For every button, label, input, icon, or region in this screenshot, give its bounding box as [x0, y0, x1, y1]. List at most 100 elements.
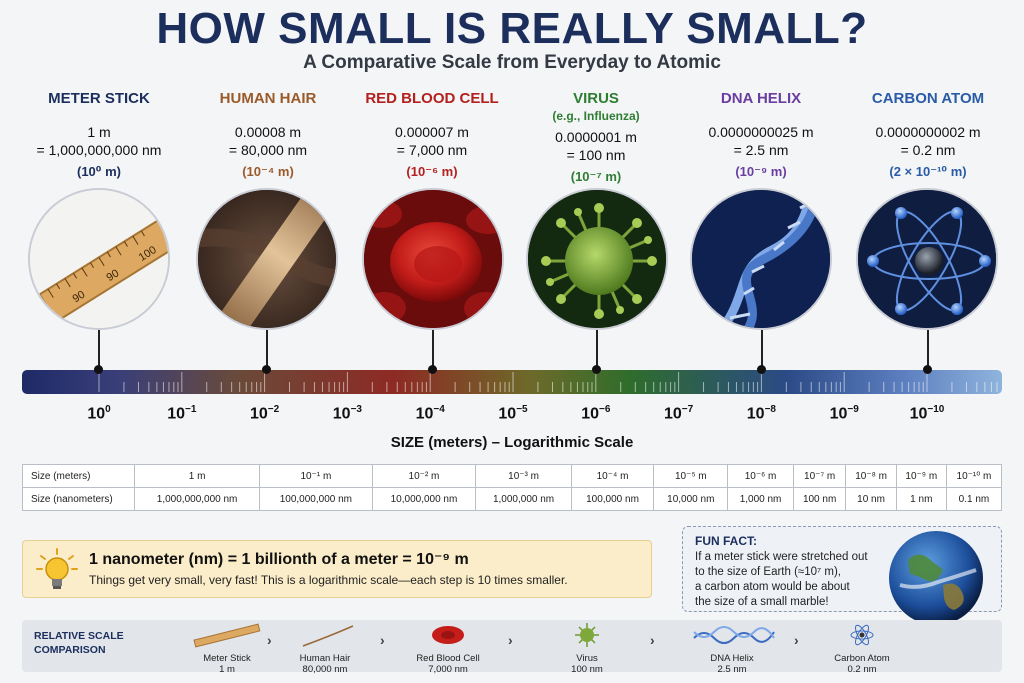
fun-fact-text: If a meter stick were stretched out to t… [695, 550, 895, 610]
tick-base: 10 [249, 405, 268, 423]
comparison-item-name: Red Blood Cell [416, 653, 480, 664]
lightbulb-icon [36, 548, 78, 589]
tick-base: 10 [581, 405, 599, 423]
subject-name: HUMAN HAIR [219, 90, 317, 107]
table-row-header: Size (nanometers) [22, 487, 135, 511]
table-cell: 10⁻¹ m [259, 464, 373, 488]
subject-carbon-atom: CARBON ATOM 0.0000000002 m = 0.2 nm (2 × 10… [846, 90, 1010, 180]
subject-size-nanometers: = 2.5 nm [733, 142, 789, 158]
tick-exponent: −6 [598, 404, 611, 415]
red-blood-cell-marker [428, 365, 437, 374]
tick-base: 10 [829, 405, 848, 423]
fun-fact-line: If a meter stick were stretched out [695, 551, 868, 563]
comparison-title-line: RELATIVE SCALE [34, 630, 124, 642]
tick-base: 10 [909, 405, 928, 423]
meter-stick-image: 90 90 100 [28, 188, 170, 330]
tick-exponent: 0 [105, 404, 111, 415]
table-cell: 100 nm [792, 487, 847, 511]
red-blood-cell-image [362, 188, 504, 330]
comparison-item-name: Carbon Atom [834, 653, 890, 664]
subject-size-nanometers: = 100 nm [566, 147, 626, 163]
human-hair-connector [266, 330, 268, 368]
subject-size-meters: 0.00008 m [234, 124, 302, 140]
red-blood-cell-connector [432, 330, 434, 368]
virus-image [526, 188, 668, 330]
comparison-title-line: COMPARISON [34, 644, 106, 656]
scale-tick-label: 10−8 [731, 404, 791, 423]
subject-size-meters: 0.0000000002 m [875, 124, 981, 140]
carbon-atom-image [856, 188, 998, 330]
table-cell: 1,000,000,000 nm [133, 487, 261, 511]
table-cell: 10,000 nm [653, 487, 729, 511]
info-sub-text: Things get very small, very fast! This i… [89, 573, 568, 587]
info-main-text: 1 nanometer (nm) = 1 billionth of a mete… [89, 551, 469, 568]
tick-exponent: −3 [350, 404, 362, 415]
comparison-item-value: 7,000 nm [428, 664, 468, 675]
nanometer-info-box: 1 nanometer (nm) = 1 billionth of a mete… [22, 540, 652, 598]
tick-exponent: −8 [764, 404, 776, 415]
table-cell: 10⁻² m [371, 464, 477, 488]
meter-stick-connector [98, 330, 100, 368]
svg-text:90: 90 [71, 289, 88, 306]
comparison-item-virus: Virus 100 nm [537, 622, 637, 675]
tick-exponent: −5 [516, 404, 528, 415]
comparison-item-meter-stick: Meter Stick 1 m [177, 622, 277, 675]
table-cell: 1,000,000 nm [475, 487, 572, 511]
comparison-item-name: Virus [576, 653, 598, 664]
scale-tick-label: 10−5 [483, 404, 543, 423]
tick-exponent: −4 [433, 404, 445, 415]
tick-base: 10 [87, 405, 106, 423]
comparison-item-carbon-atom: Carbon Atom 0.2 nm [812, 622, 912, 675]
tick-exponent: −9 [847, 404, 859, 415]
page-subtitle: A Comparative Scale from Everyday to Ato… [303, 52, 721, 73]
carbon-atom-connector [927, 330, 929, 368]
relative-scale-comparison: RELATIVE SCALE COMPARISON Meter Stick 1 … [22, 620, 1002, 675]
subject-meter-stick: METER STICK 1 m = 1,000,000,000 nm (10⁰ m) [17, 90, 181, 180]
table-cell: 10⁻⁴ m [570, 464, 655, 488]
subject-exponent: (2 × 10⁻¹⁰ m) [889, 164, 967, 179]
comparison-item-value: 1 m [219, 664, 235, 675]
subject-note: (e.g., Influenza) [552, 109, 640, 123]
tick-base: 10 [746, 405, 765, 423]
table-cell: 10⁻⁸ m [845, 464, 897, 488]
table-cell: 100,000,000 nm [259, 487, 373, 511]
chevron-right-icon: › [508, 632, 513, 648]
comparison-item-name: Meter Stick [203, 653, 251, 664]
subject-exponent: (10⁻⁹ m) [735, 164, 787, 179]
virus-connector [596, 330, 598, 368]
scale-tick-label: 10−3 [317, 404, 377, 423]
subject-virus: VIRUS (e.g., Influenza) 0.0000001 m = 100 n… [514, 90, 678, 185]
dna-helix-icon [693, 626, 775, 644]
table-cell: 100,000 nm [570, 487, 655, 511]
subject-exponent: (10⁰ m) [77, 164, 121, 179]
earth-image [888, 530, 984, 626]
meter-stick-marker [94, 365, 103, 374]
tick-base: 10 [498, 405, 517, 423]
comparison-item-value: 80,000 nm [302, 664, 348, 675]
subject-exponent: (10⁻⁷ m) [570, 169, 622, 184]
dna-helix-image [690, 188, 832, 330]
scale-tick-label: 10−6 [566, 404, 626, 423]
tick-exponent: −1 [184, 404, 197, 415]
subject-size-meters: 0.000007 m [395, 124, 469, 140]
subject-exponent: (10⁻⁶ m) [406, 164, 458, 179]
meter-stick-icon [193, 623, 261, 648]
virus-marker [592, 365, 601, 374]
scale-tick-label: 100 [69, 404, 129, 423]
table-cell: 0.1 nm [945, 487, 1003, 511]
table-cell: 10⁻³ m [475, 464, 572, 488]
comparison-item-name: DNA Helix [710, 653, 754, 664]
table-cell: 10⁻¹⁰ m [945, 464, 1003, 488]
table-cell: 10,000,000 nm [371, 487, 477, 511]
subject-size-nanometers: = 1,000,000,000 nm [36, 142, 162, 158]
subject-name: DNA HELIX [720, 90, 802, 107]
comparison-item-red-blood-cell: Red Blood Cell 7,000 nm [398, 622, 498, 675]
fun-fact-line: to the size of Earth (≈10⁷ m), [695, 566, 841, 578]
dna-helix-connector [761, 330, 763, 368]
table-cell: 10 nm [845, 487, 897, 511]
tick-exponent: −2 [267, 404, 280, 415]
chevron-right-icon: › [650, 632, 655, 648]
tick-base: 10 [332, 405, 351, 423]
scale-tick-label: 10−1 [152, 404, 212, 423]
table-row-nanometers: Size (nanometers) 1,000,000,000 nm 100,00… [22, 487, 1003, 511]
